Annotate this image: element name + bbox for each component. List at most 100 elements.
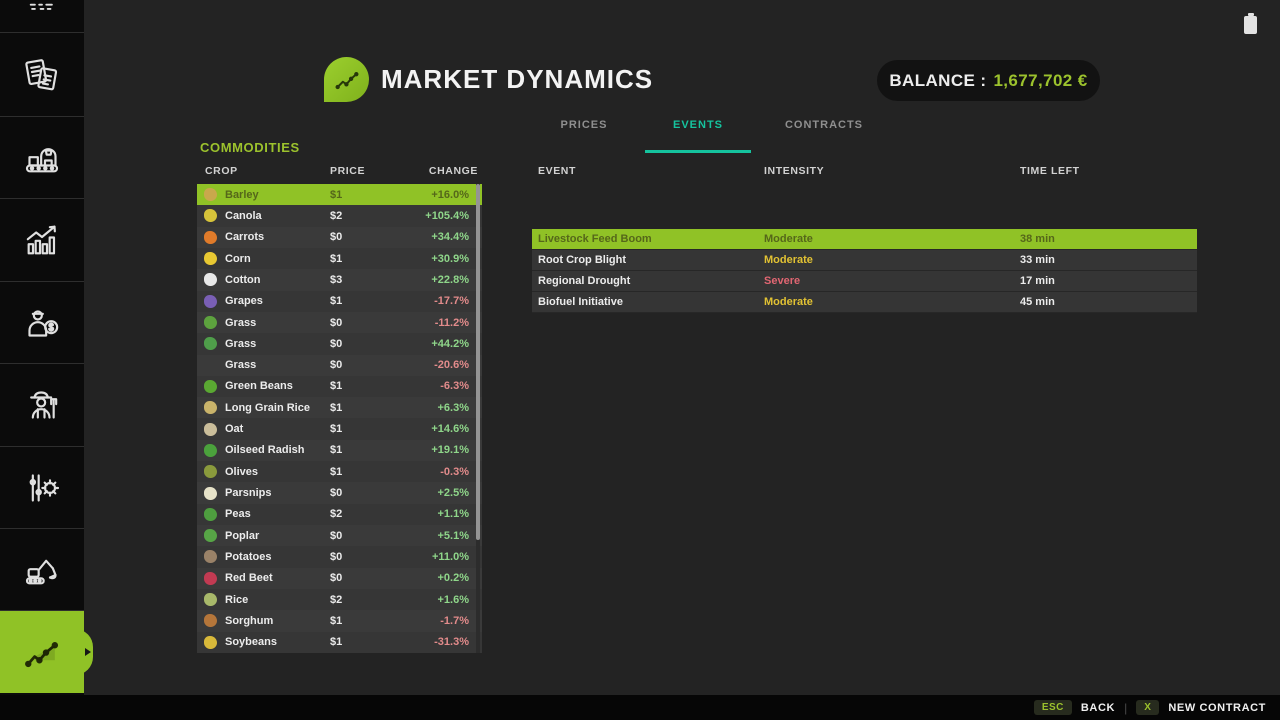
crop-price: $2 xyxy=(330,209,343,222)
crop-name: Oat xyxy=(225,423,244,436)
crop-change: +5.1% xyxy=(437,529,470,542)
commodity-row[interactable]: Parsnips $0 +2.5% xyxy=(197,482,482,504)
sidebar-item-animals[interactable] xyxy=(0,0,84,32)
commodity-row[interactable]: Barley $1 +16.0% xyxy=(197,184,482,206)
crop-icon xyxy=(204,273,217,287)
commodity-scrollbar[interactable] xyxy=(476,184,480,653)
event-name: Livestock Feed Boom xyxy=(538,233,652,245)
sidebar-item-construction[interactable] xyxy=(0,528,84,610)
crop-icon xyxy=(204,571,217,585)
event-time-left: 45 min xyxy=(1020,296,1055,308)
crop-price: $0 xyxy=(330,316,343,329)
commodity-row[interactable]: Sorghum $1 -1.7% xyxy=(197,610,482,632)
new-contract-button[interactable]: NEW CONTRACT xyxy=(1168,701,1266,714)
crop-change: +16.0% xyxy=(431,188,469,201)
market-dynamics-icon xyxy=(25,642,59,668)
crop-price: $1 xyxy=(330,614,343,627)
crop-name: Carrots xyxy=(225,231,265,244)
crop-name: Red Beet xyxy=(225,572,273,585)
commodity-row[interactable]: Red Beet $0 +0.2% xyxy=(197,567,482,589)
event-time-left: 38 min xyxy=(1020,233,1055,245)
crop-name: Parsnips xyxy=(225,487,272,500)
crop-change: +44.2% xyxy=(431,337,469,350)
commodity-row[interactable]: Oilseed Radish $1 +19.1% xyxy=(197,439,482,462)
commodity-row[interactable]: Olives $1 -0.3% xyxy=(197,461,482,483)
crop-change: +22.8% xyxy=(431,273,469,286)
battery-icon xyxy=(1244,13,1257,34)
esc-key-badge[interactable]: ESC xyxy=(1033,700,1072,715)
commodity-row[interactable]: Peas $2 +1.1% xyxy=(197,503,482,525)
commodity-row[interactable]: Grass $0 +44.2% xyxy=(197,333,482,355)
commodity-row[interactable]: Green Beans $1 -6.3% xyxy=(197,375,482,398)
crop-price: $0 xyxy=(330,337,343,350)
crop-name: Poplar xyxy=(225,529,260,542)
crop-icon xyxy=(204,529,217,543)
column-header-change: CHANGE xyxy=(428,165,478,177)
crop-name: Long Grain Rice xyxy=(225,401,310,414)
crop-icon xyxy=(204,635,217,649)
crop-price: $1 xyxy=(330,636,343,649)
construction-icon xyxy=(25,559,57,584)
crop-price: $1 xyxy=(330,295,343,308)
event-intensity: Moderate xyxy=(764,254,813,266)
sidebar-item-settings[interactable] xyxy=(0,446,84,528)
event-row[interactable]: Root Crop Blight Moderate 33 min xyxy=(532,250,1197,271)
event-row[interactable]: Biofuel Initiative Moderate 45 min xyxy=(532,292,1197,313)
footer-actions: ESC BACK | X NEW CONTRACT xyxy=(1033,695,1266,720)
tab-contracts[interactable]: CONTRACTS xyxy=(784,119,864,131)
event-intensity: Severe xyxy=(764,275,801,287)
commodity-row[interactable]: Grass $0 -20.6% xyxy=(197,354,482,376)
crop-name: Cotton xyxy=(225,273,261,286)
crop-price: $0 xyxy=(330,359,343,372)
crop-icon xyxy=(204,507,217,521)
crop-icon xyxy=(204,359,217,372)
commodity-row[interactable]: Corn $1 +30.9% xyxy=(197,247,482,270)
commodity-row[interactable]: Soybeans $1 -31.3% xyxy=(197,631,482,653)
crop-change: +1.1% xyxy=(437,508,470,521)
sidebar-item-dealer[interactable] xyxy=(0,281,84,363)
crop-change: +34.4% xyxy=(431,231,469,244)
page-title: MARKET DYNAMICS xyxy=(381,64,654,94)
crop-name: Rice xyxy=(225,593,249,606)
column-header-crop: CROP xyxy=(205,165,238,177)
sidebar-item-production[interactable] xyxy=(0,116,84,198)
event-row[interactable]: Livestock Feed Boom Moderate 38 min xyxy=(532,229,1197,250)
crop-icon xyxy=(204,443,217,457)
crop-name: Sorghum xyxy=(225,614,274,627)
commodity-row[interactable]: Grass $0 -11.2% xyxy=(197,311,482,334)
event-time-left: 17 min xyxy=(1020,275,1055,287)
sidebar-item-statistics[interactable] xyxy=(0,198,84,281)
app-logo xyxy=(324,57,369,102)
crop-name: Peas xyxy=(225,508,251,521)
sidebar-item-farmer[interactable] xyxy=(0,363,84,446)
crop-name: Green Beans xyxy=(225,380,293,393)
sidebar-item-market-dynamics[interactable] xyxy=(0,610,93,693)
crop-change: -6.3% xyxy=(440,380,469,393)
commodity-row[interactable]: Grapes $1 -17.7% xyxy=(197,290,482,312)
commodity-row[interactable]: Poplar $0 +5.1% xyxy=(197,525,482,547)
tab-prices[interactable]: PRICES xyxy=(560,119,608,131)
crop-icon xyxy=(204,486,217,500)
commodity-row[interactable]: Carrots $0 +34.4% xyxy=(197,226,482,248)
active-tab-underline xyxy=(645,150,751,153)
tab-events[interactable]: EVENTS xyxy=(672,119,724,131)
crop-icon xyxy=(204,294,217,308)
commodity-row[interactable]: Rice $2 +1.6% xyxy=(197,588,482,611)
crop-price: $1 xyxy=(330,423,343,436)
event-intensity: Moderate xyxy=(764,296,813,308)
commodity-row[interactable]: Cotton $3 +22.8% xyxy=(197,269,482,291)
scrollbar-thumb[interactable] xyxy=(476,184,480,541)
back-button[interactable]: BACK xyxy=(1080,701,1116,714)
sidebar-item-documents[interactable] xyxy=(0,32,84,116)
commodity-row[interactable]: Potatoes $0 +11.0% xyxy=(197,546,482,568)
crop-icon xyxy=(204,209,217,223)
crop-icon xyxy=(204,252,217,266)
footer-divider: | xyxy=(1124,700,1128,715)
animals-icon xyxy=(29,3,53,10)
commodity-row[interactable]: Long Grain Rice $1 +6.3% xyxy=(197,397,482,419)
commodity-row[interactable]: Canola $2 +105.4% xyxy=(197,205,482,227)
x-key-badge[interactable]: X xyxy=(1136,700,1160,715)
sidebar xyxy=(0,0,93,695)
event-row[interactable]: Regional Drought Severe 17 min xyxy=(532,271,1197,292)
commodity-row[interactable]: Oat $1 +14.6% xyxy=(197,418,482,440)
